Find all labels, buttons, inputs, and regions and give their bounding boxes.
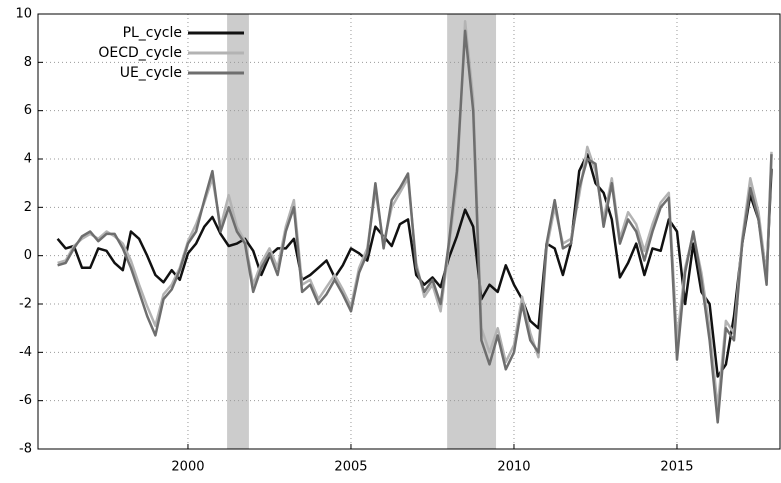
x-tick-label: 2010 [497, 460, 530, 475]
y-tick-label: -8 [19, 442, 32, 457]
series-line [57, 29, 773, 424]
y-tick-label: 6 [24, 103, 32, 118]
y-tick-label: -4 [19, 345, 32, 360]
plot-frame [37, 13, 781, 450]
x-tick-label: 2005 [334, 460, 367, 475]
legend-label: UE_cycle [120, 65, 182, 81]
legend-label: OECD_cycle [98, 45, 182, 61]
y-tick-label: 4 [24, 152, 32, 167]
x-tick-label: 2000 [171, 460, 204, 475]
y-tick-label: 8 [24, 55, 32, 70]
y-tick-label: -2 [19, 297, 32, 312]
legend-label: PL_cycle [123, 25, 182, 41]
y-tick-label: 2 [24, 200, 32, 215]
x-tick-label: 2015 [660, 460, 693, 475]
y-tick-label: 0 [24, 248, 32, 263]
y-tick-label: -6 [19, 393, 32, 408]
y-tick-label: 10 [15, 7, 32, 22]
series-line [56, 152, 773, 378]
